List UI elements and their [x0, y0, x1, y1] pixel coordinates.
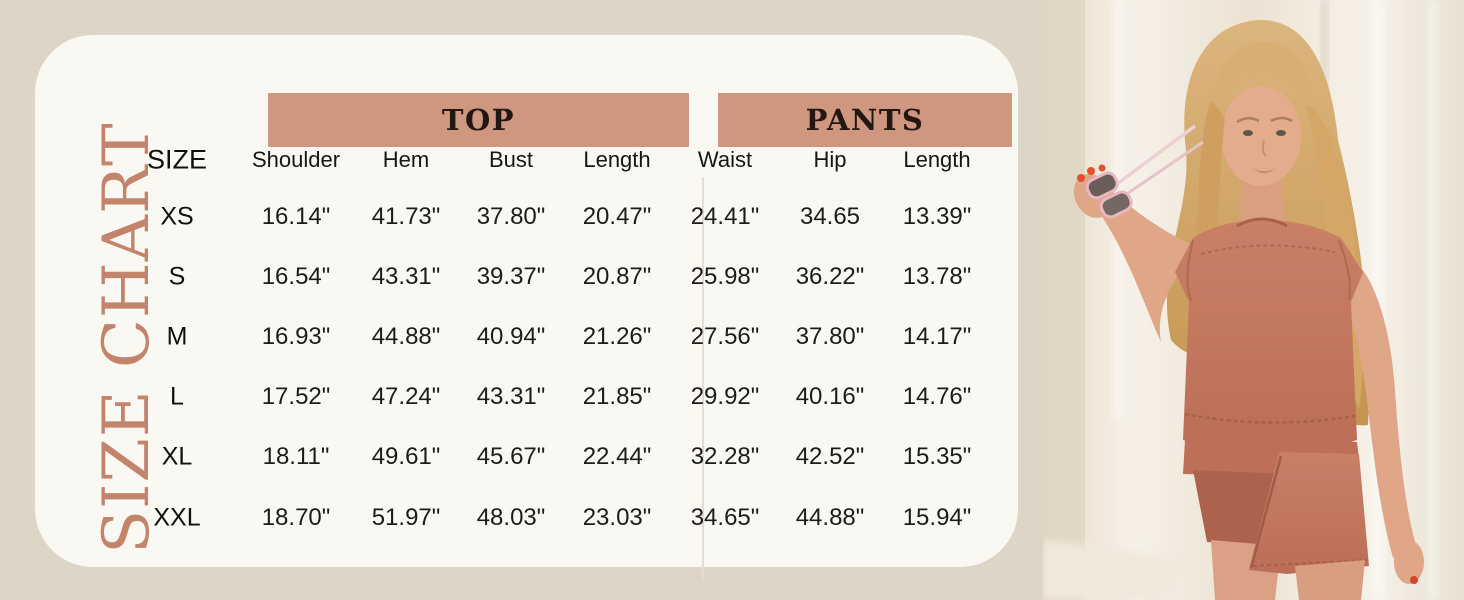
model-hand: [1394, 540, 1424, 584]
pants-section-header: PANTS: [718, 93, 1012, 147]
pants-section-label: PANTS: [805, 103, 925, 137]
model-eyebrow: [1270, 116, 1293, 123]
pants-measurement-cell: 34.65": [690, 504, 760, 531]
top-column-header: Bust: [488, 147, 534, 172]
size-label: L: [170, 382, 184, 411]
top-measurement-cell: 44.88": [371, 323, 441, 350]
pants-measurement-cell: 15.35": [902, 443, 972, 470]
model-eye: [1276, 130, 1286, 136]
pants-measurement-cell: 13.39": [902, 203, 972, 230]
top-measurement-cell: 16.14": [261, 203, 331, 230]
top-measurement-cell: 21.85": [582, 383, 652, 410]
top-measurement-cell: 43.31": [371, 263, 441, 290]
top-column-header: Hem: [382, 147, 430, 172]
pants-measurement-cell: 42.52": [795, 443, 865, 470]
sunglasses-lens: [1085, 171, 1119, 200]
pants-column-header: Waist: [697, 147, 753, 172]
top-measurement-cell: 22.44": [582, 443, 652, 470]
pants-measurement-cell: 34.65: [799, 203, 861, 230]
top-measurement-cell: 47.24": [371, 383, 441, 410]
sunglasses-temple: [1107, 124, 1197, 192]
wall-left-edge: [1043, 0, 1085, 600]
top-column-header: Shoulder: [251, 147, 341, 172]
top-measurement-cell: 43.31": [476, 383, 546, 410]
top-measurement-cell: 37.80": [476, 203, 546, 230]
model-top-yoke-seam: [1200, 244, 1336, 255]
top-measurement-cell: 18.11": [262, 443, 330, 470]
top-measurement-cell: 39.37": [476, 263, 546, 290]
model-illustration: [1043, 0, 1464, 600]
top-measurement-cell: 21.26": [582, 323, 652, 350]
size-label: M: [166, 322, 188, 351]
top-section-label: TOP: [441, 103, 516, 137]
model-skort-hem-seam: [1252, 559, 1368, 567]
floor: [1043, 540, 1193, 600]
model-skort-flap-edge: [1249, 455, 1283, 569]
pants-measurement-cell: 27.56": [690, 323, 760, 350]
top-measurement-cell: 16.54": [261, 263, 331, 290]
top-measurement-cell: 40.94": [476, 323, 546, 350]
pants-column-header: Length: [903, 147, 971, 172]
model-armhole-seam: [1338, 239, 1351, 301]
top-section-header: TOP: [268, 93, 689, 147]
top-measurement-cell: 41.73": [371, 203, 441, 230]
model-lips: [1253, 168, 1276, 173]
pants-measurement-cell: 14.76": [902, 383, 972, 410]
sunglasses-lens: [1099, 190, 1133, 219]
top-measurement-cell: 20.47": [582, 203, 652, 230]
top-measurement-cell: 23.03": [582, 504, 652, 531]
model-right-leg: [1295, 560, 1365, 600]
pants-measurement-cell: 37.80": [795, 323, 865, 350]
top-measurement-cell: 18.70": [261, 504, 331, 531]
model-raised-arm: [1087, 182, 1205, 342]
sunglasses-temple: [1114, 140, 1204, 204]
model-nose: [1261, 139, 1267, 157]
product-photo: [1043, 0, 1464, 600]
fingernail: [1098, 164, 1106, 172]
pants-measurement-cell: 29.92": [690, 383, 760, 410]
size-label: XS: [160, 202, 194, 231]
pants-measurement-cell: 32.28": [690, 443, 760, 470]
pants-measurement-cell: 36.22": [795, 263, 865, 290]
curtain-fold: [1428, 0, 1438, 600]
pants-measurement-cell: 24.41": [690, 203, 760, 230]
top-measurement-cell: 51.97": [371, 504, 441, 531]
model-armhole-seam: [1186, 239, 1194, 301]
model-face: [1221, 86, 1301, 186]
model-eye: [1243, 130, 1253, 136]
model-skort-flap: [1249, 452, 1369, 574]
size-label: XXL: [153, 503, 201, 532]
section-divider: [702, 177, 704, 581]
model-hair-front: [1214, 42, 1312, 112]
pants-measurement-cell: 25.98": [690, 263, 760, 290]
model-top: [1175, 220, 1363, 453]
size-label: XL: [161, 442, 193, 471]
top-measurement-cell: 20.87": [582, 263, 652, 290]
top-measurement-cell: 45.67": [476, 443, 546, 470]
top-measurement-cell: 17.52": [261, 383, 331, 410]
fingernail: [1087, 167, 1095, 175]
top-measurement-cell: 49.61": [371, 443, 441, 470]
pants-column-header: Hip: [813, 147, 847, 172]
size-label: S: [168, 262, 186, 291]
fingernail: [1077, 174, 1085, 182]
top-measurement-cell: 16.93": [261, 323, 331, 350]
size-chart-card: SIZE CHART TOP PANTS: [35, 35, 1018, 581]
model-top-collar: [1236, 217, 1288, 228]
top-measurement-cell: 48.03": [476, 504, 546, 531]
model-top-hem-seam: [1184, 412, 1356, 424]
pants-measurement-cell: 14.17": [902, 323, 972, 350]
pants-measurement-cell: 15.94": [902, 504, 972, 531]
pants-measurement-cell: 13.78": [902, 263, 972, 290]
size-column-header: SIZE: [146, 144, 208, 175]
pants-measurement-cell: 44.88": [795, 504, 865, 531]
top-column-header: Length: [583, 147, 651, 172]
model-hanging-arm: [1333, 252, 1417, 558]
model-eyebrow: [1236, 117, 1260, 124]
pants-measurement-cell: 40.16": [795, 383, 865, 410]
fingernail: [1410, 576, 1418, 584]
